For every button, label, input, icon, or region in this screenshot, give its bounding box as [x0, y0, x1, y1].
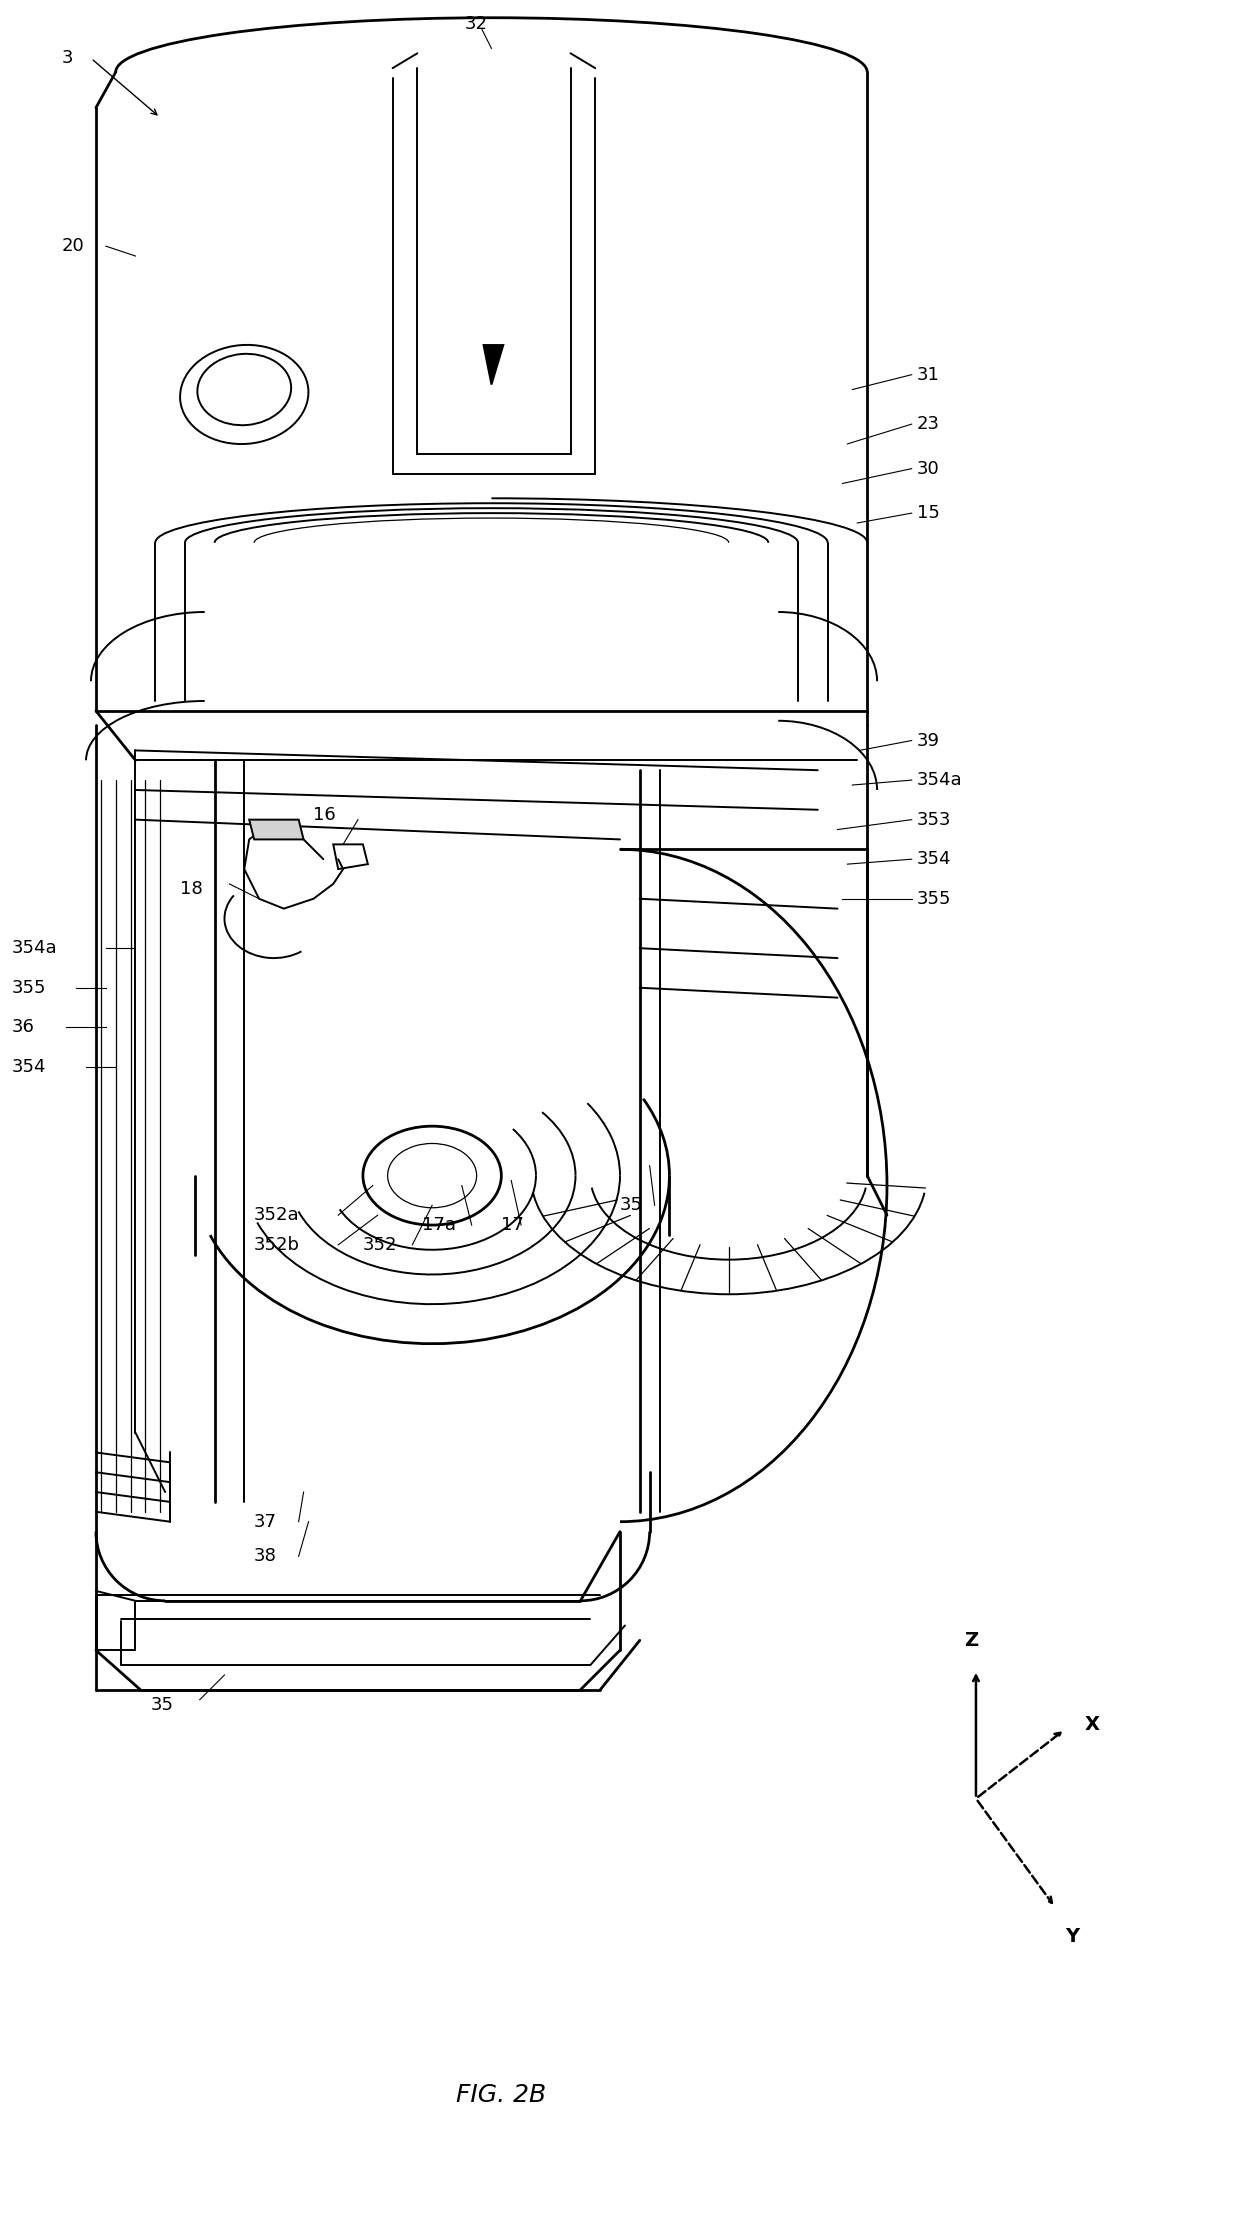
Text: 39: 39: [916, 731, 940, 749]
Text: 355: 355: [12, 979, 46, 997]
Text: 355: 355: [916, 890, 951, 908]
Text: 35: 35: [150, 1695, 174, 1713]
Text: 352b: 352b: [254, 1237, 300, 1254]
Text: Y: Y: [1065, 1927, 1079, 1945]
Text: 35: 35: [620, 1196, 644, 1214]
Text: Z: Z: [963, 1632, 978, 1650]
Text: 31: 31: [916, 367, 940, 385]
Text: 36: 36: [12, 1017, 35, 1035]
Text: 17a: 17a: [423, 1216, 456, 1234]
Text: 353: 353: [916, 812, 951, 830]
Text: 354a: 354a: [916, 771, 962, 789]
Text: 354: 354: [12, 1058, 46, 1076]
Text: 352a: 352a: [254, 1205, 300, 1223]
Text: 15: 15: [916, 503, 940, 523]
Text: 17: 17: [501, 1216, 525, 1234]
Text: FIG. 2B: FIG. 2B: [456, 2084, 547, 2106]
Text: 38: 38: [254, 1547, 277, 1565]
Text: 354a: 354a: [12, 939, 57, 957]
Polygon shape: [484, 344, 503, 385]
Text: 352: 352: [363, 1237, 397, 1254]
Text: 20: 20: [61, 237, 84, 255]
Text: 23: 23: [916, 416, 940, 434]
Text: 30: 30: [916, 461, 940, 479]
Text: 354: 354: [916, 850, 951, 868]
Text: 16: 16: [314, 805, 336, 823]
Text: 18: 18: [180, 879, 202, 899]
Text: 3: 3: [61, 49, 73, 67]
Text: 32: 32: [465, 16, 489, 34]
Polygon shape: [249, 821, 304, 838]
Text: 37: 37: [254, 1514, 278, 1532]
Text: X: X: [1085, 1715, 1100, 1733]
